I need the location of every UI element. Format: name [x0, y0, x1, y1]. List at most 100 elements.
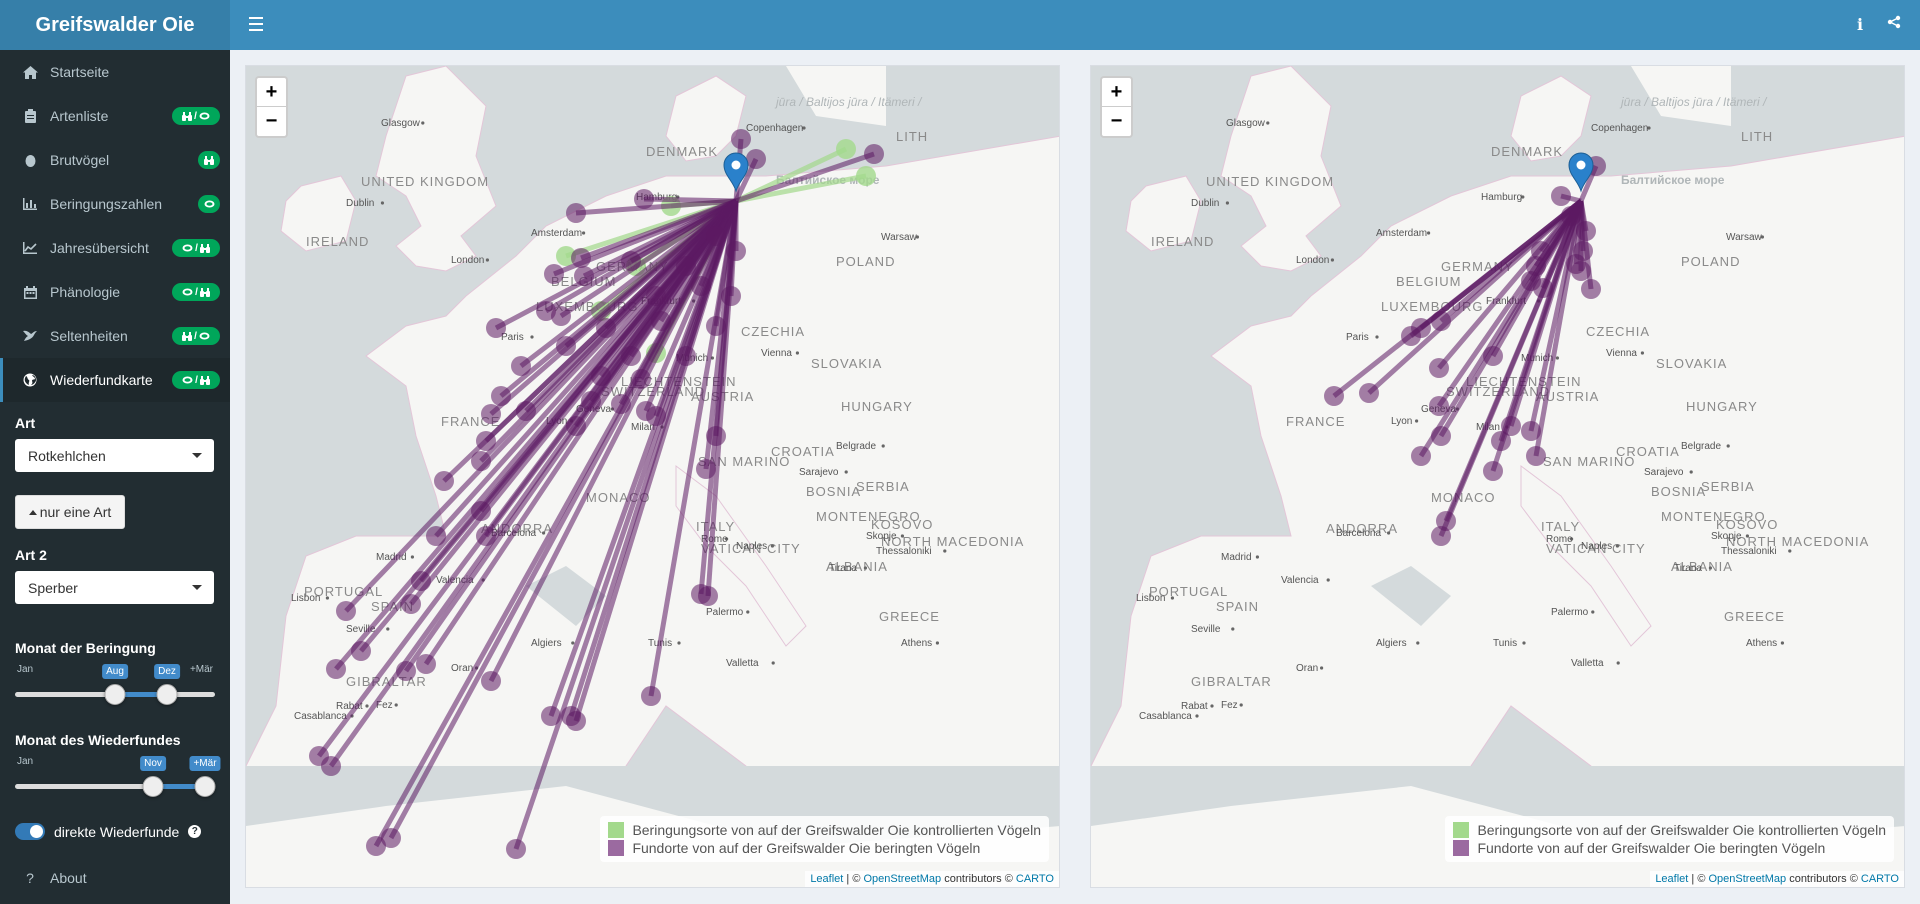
direct-finds-toggle[interactable] — [15, 823, 45, 840]
caret-down-icon — [192, 453, 202, 458]
osm-link[interactable]: OpenStreetMap — [1708, 873, 1787, 885]
country-label: PORTUGAL — [1149, 584, 1228, 599]
city-dot — [386, 627, 390, 631]
city-dot — [1689, 470, 1693, 474]
find-site-marker — [1483, 346, 1503, 366]
zoom-control: + − — [255, 76, 288, 138]
carto-link[interactable]: CARTO — [1860, 873, 1899, 885]
city-label: Seville — [1191, 624, 1221, 635]
country-label: POLAND — [1681, 254, 1740, 269]
find-site-marker — [611, 394, 631, 414]
city-label: Skopje — [866, 531, 897, 542]
city-label: Rome — [1546, 534, 1573, 545]
city-label: Milan — [631, 422, 655, 433]
bird-icon — [21, 328, 39, 344]
find-site-marker — [381, 828, 401, 848]
legend-label-green: Beringungsorte von auf der Greifswalder … — [1477, 822, 1886, 838]
find-site-marker — [1526, 446, 1546, 466]
leaflet-link[interactable]: Leaflet — [810, 873, 844, 885]
country-label: IRELAND — [1151, 234, 1214, 249]
country-label: BELGIUM — [1396, 274, 1462, 289]
country-label: DENMARK — [1491, 144, 1563, 159]
ring-month-slider[interactable]: Jan +Mär Aug Dez — [15, 664, 215, 724]
find-site-line — [334, 199, 738, 671]
find-site-marker — [634, 189, 654, 209]
sidebar-item-beringungszahlen[interactable]: Beringungszahlen — [0, 182, 230, 226]
city-label: London — [1296, 255, 1329, 266]
slider-from-handle[interactable] — [142, 776, 164, 797]
slider-from-handle[interactable] — [104, 684, 126, 705]
city-label: Sarajevo — [1644, 467, 1684, 478]
country-label: FRANCE — [1286, 414, 1345, 429]
map-attribution: Leaflet | © OpenStreetMap contributors ©… — [1650, 871, 1904, 887]
map-canvas[interactable]: UNITED KINGDOM IRELAND DENMARK POLAND CZECHI… — [1091, 66, 1905, 888]
slider-to-handle[interactable] — [194, 776, 216, 797]
osm-link[interactable]: OpenStreetMap — [863, 873, 942, 885]
attrib-sep: | © — [843, 873, 864, 885]
sidebar-item-artenliste[interactable]: Artenliste / — [0, 94, 230, 138]
bay-of-biscay — [1091, 346, 1191, 466]
find-site-line — [524, 199, 738, 413]
feature-badge — [198, 151, 220, 169]
info-icon[interactable]: i — [1856, 15, 1864, 34]
sidebar-item-brutvoegel[interactable]: Brutvögel — [0, 138, 230, 182]
legend-swatch-purple — [1453, 840, 1470, 856]
city-dot — [582, 231, 586, 235]
art-select[interactable]: Rotkehlchen — [15, 439, 214, 472]
find-site-marker — [566, 203, 586, 223]
find-month-slider[interactable]: Jan Nov +Mär — [15, 756, 221, 816]
find-site-marker — [698, 586, 718, 606]
land-greece — [1671, 586, 1781, 706]
one-species-button[interactable]: nur eine Art — [15, 495, 125, 529]
city-dot — [1760, 235, 1764, 239]
find-site-marker — [641, 686, 661, 706]
sidebar-item-about[interactable]: ? About — [0, 856, 230, 900]
sidebar-item-startseite[interactable]: Startseite — [0, 50, 230, 94]
sidebar-item-seltenheiten[interactable]: Seltenheiten / — [0, 314, 230, 358]
find-site-marker — [706, 426, 726, 446]
ring-icon — [182, 376, 193, 384]
map-canvas[interactable]: UNITED KINGDOM IRELAND DENMARK POLAND CZECHI… — [246, 66, 1060, 888]
map-left[interactable]: UNITED KINGDOM IRELAND DENMARK POLAND CZECHI… — [245, 65, 1060, 888]
map-right[interactable]: UNITED KINGDOM IRELAND DENMARK POLAND CZECHI… — [1090, 65, 1905, 888]
share-icon[interactable] — [1882, 13, 1906, 37]
sidebar-item-wiederfundkarte[interactable]: Wiederfundkarte / — [0, 358, 230, 402]
map-legend: Beringungsorte von auf der Greifswalder … — [600, 816, 1049, 862]
sidebar-item-phaenologie[interactable]: Phänologie / — [0, 270, 230, 314]
help-icon[interactable]: ? — [188, 825, 202, 838]
find-site-marker — [566, 416, 586, 436]
map-legend: Beringungsorte von auf der Greifswalder … — [1445, 816, 1894, 862]
find-site-marker — [596, 318, 616, 338]
find-site-line — [735, 151, 875, 204]
art-label: Art — [15, 415, 36, 431]
city-dot — [1255, 555, 1259, 559]
slider-track[interactable] — [15, 784, 215, 789]
city-dot — [1521, 195, 1525, 199]
city-label: Hamburg — [1481, 192, 1522, 203]
find-site-marker — [486, 318, 506, 338]
ring-icon — [204, 200, 215, 208]
find-site-marker — [396, 661, 416, 681]
city-label: Oran — [451, 663, 473, 674]
zoom-in-button[interactable]: + — [257, 78, 286, 107]
balearic-sea — [1371, 566, 1451, 626]
city-label: Athens — [901, 638, 932, 649]
carto-link[interactable]: CARTO — [1015, 873, 1054, 885]
leaflet-link[interactable]: Leaflet — [1655, 873, 1689, 885]
zoom-in-button[interactable]: + — [1102, 78, 1131, 107]
find-site-marker — [1521, 421, 1541, 441]
sidebar-item-jahresuebersicht[interactable]: Jahresübersicht / — [0, 226, 230, 270]
find-site-marker — [631, 369, 651, 389]
country-label: CROATIA — [771, 444, 835, 459]
zoom-out-button[interactable]: − — [1110, 110, 1123, 132]
zoom-out-button[interactable]: − — [265, 110, 278, 132]
slider-to-handle[interactable] — [156, 684, 178, 705]
find-site-marker — [1429, 358, 1449, 378]
find-site-line — [629, 198, 738, 264]
sidebar-toggle-icon[interactable] — [244, 13, 268, 37]
city-dot — [1266, 121, 1270, 125]
find-month-label: Monat des Wiederfundes — [15, 732, 181, 748]
art2-select[interactable]: Sperber — [15, 571, 214, 604]
city-label: Oran — [1296, 663, 1318, 674]
country-label: SAN MARINO — [1543, 454, 1635, 469]
